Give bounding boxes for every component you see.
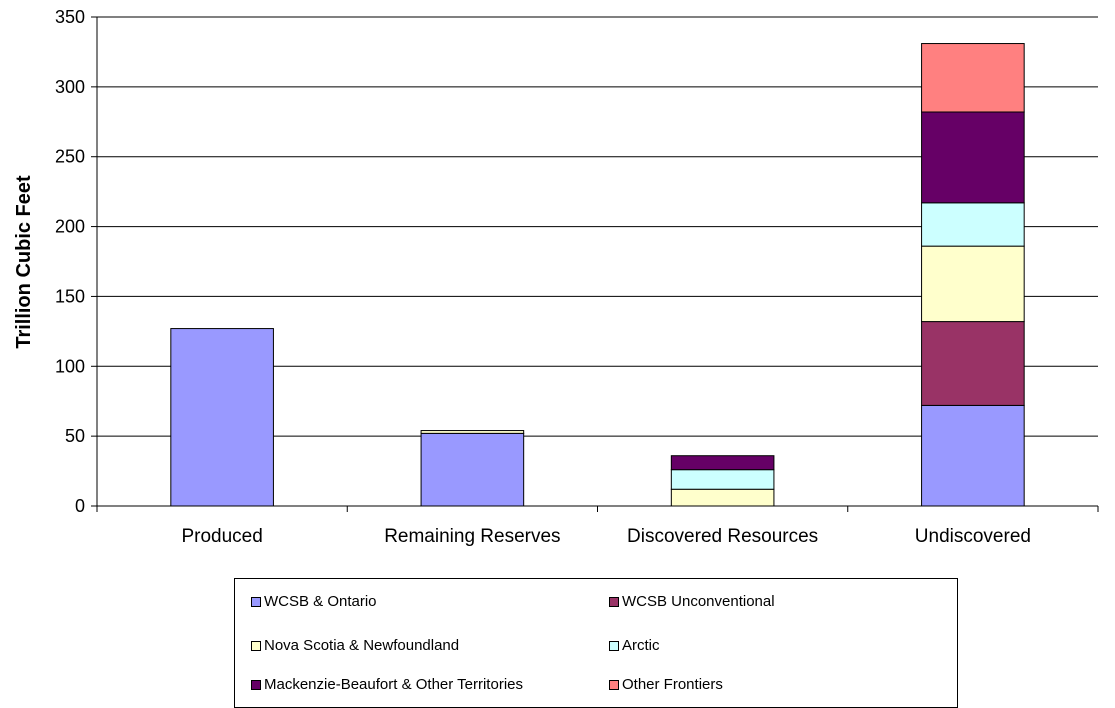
bar-segment xyxy=(670,488,775,507)
bar-segment xyxy=(670,455,775,471)
bar-segment xyxy=(420,430,525,434)
bar-segment xyxy=(921,43,1025,113)
legend-item: Arctic xyxy=(609,637,660,654)
x-tick-label: Undiscovered xyxy=(915,526,1031,547)
legend-swatch xyxy=(251,640,261,651)
legend-swatch xyxy=(251,596,261,607)
stacked-bar-chart: 0 50 100 150 200 250 300 350 Produced Remaining … xyxy=(13,7,1099,547)
axes xyxy=(91,16,1099,512)
legend-item: Other Frontiers xyxy=(609,676,723,693)
bar-segment xyxy=(921,245,1025,323)
y-axis-label: Trillion Cubic Feet xyxy=(13,175,35,349)
legend-label: Arctic xyxy=(622,637,660,654)
legend-swatch xyxy=(609,640,619,651)
bar-segment xyxy=(170,328,274,507)
bar-segment xyxy=(921,404,1025,507)
x-tick-label: Discovered Resources xyxy=(627,526,818,547)
legend-swatch xyxy=(251,679,261,690)
legend-label: Nova Scotia & Newfoundland xyxy=(264,637,460,654)
bar-segment xyxy=(921,111,1025,204)
legend-label: Mackenzie-Beaufort & Other Territories xyxy=(264,676,523,693)
bar-segment xyxy=(921,202,1025,247)
y-tick-label: 150 xyxy=(55,286,85,306)
legend-swatch xyxy=(609,679,619,690)
x-tick-label: Produced xyxy=(181,526,262,547)
y-tick-label: 100 xyxy=(55,356,85,376)
y-tick-label: 300 xyxy=(55,77,85,97)
legend-item: Mackenzie-Beaufort & Other Territories xyxy=(251,676,523,693)
legend-item: WCSB Unconventional xyxy=(609,593,775,610)
y-tick-labels: 0 50 100 150 200 250 300 350 xyxy=(55,7,85,516)
bar-segment xyxy=(921,321,1025,406)
bars xyxy=(170,43,1025,507)
x-tick-labels: Produced Remaining Reserves Discovered Res… xyxy=(181,526,1031,547)
legend-label: Other Frontiers xyxy=(622,676,723,693)
y-tick-label: 200 xyxy=(55,217,85,237)
legend-swatch xyxy=(609,596,619,607)
y-tick-label: 0 xyxy=(75,496,85,516)
bar-segment xyxy=(670,469,775,490)
legend: WCSB & Ontario WCSB Unconventional Nova Sc… xyxy=(234,578,958,708)
legend-label: WCSB & Ontario xyxy=(264,593,377,610)
legend-item: Nova Scotia & Newfoundland xyxy=(251,637,459,654)
y-tick-label: 350 xyxy=(55,7,85,27)
legend-label: WCSB Unconventional xyxy=(622,593,775,610)
legend-item: WCSB & Ontario xyxy=(251,593,377,610)
bar-segment xyxy=(420,432,525,507)
y-tick-label: 50 xyxy=(65,426,85,446)
y-tick-label: 250 xyxy=(55,147,85,167)
x-tick-label: Remaining Reserves xyxy=(384,526,560,547)
